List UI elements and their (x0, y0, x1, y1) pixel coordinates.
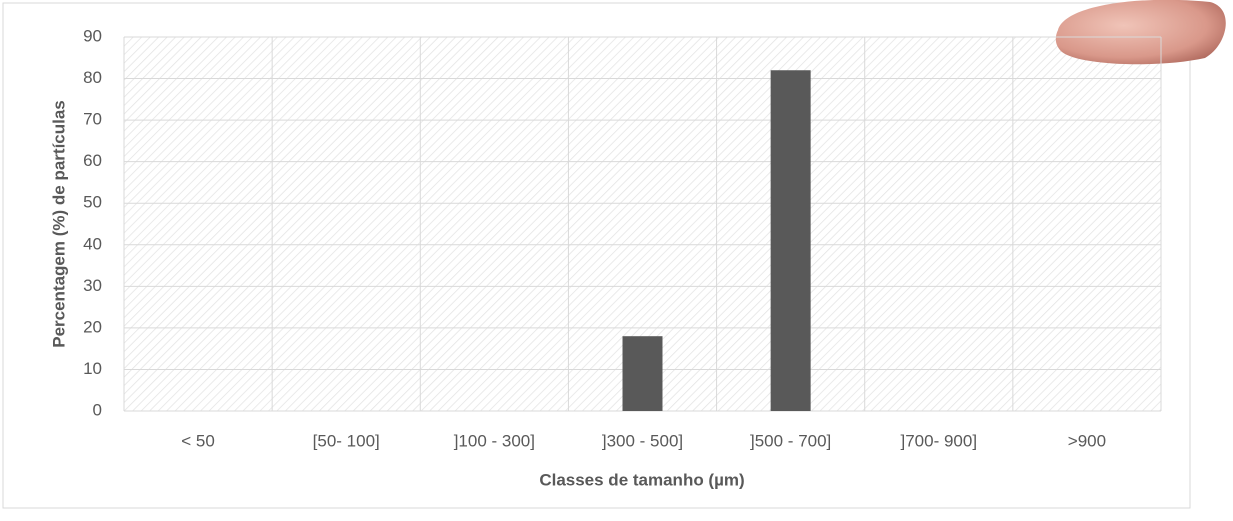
x-tick-label: ]100 - 300] (454, 431, 535, 450)
y-tick-label: 50 (83, 193, 102, 212)
x-tick-label: ]300 - 500] (602, 431, 683, 450)
y-tick-label: 70 (83, 110, 102, 129)
y-tick-label: 10 (83, 359, 102, 378)
x-tick-label: >900 (1068, 431, 1106, 450)
bar (771, 70, 811, 411)
x-tick-label: [50- 100] (313, 431, 380, 450)
y-tick-label: 0 (93, 400, 102, 419)
bar (623, 336, 663, 411)
x-tick-label: ]700- 900] (901, 431, 978, 450)
y-tick-label: 40 (83, 234, 102, 253)
y-tick-label: 80 (83, 68, 102, 87)
y-axis-title: Percentagem (%) de partículas (49, 100, 68, 348)
x-axis-title: Classes de tamanho (µm) (539, 470, 744, 489)
y-tick-label: 20 (83, 317, 102, 336)
y-tick-label: 90 (83, 26, 102, 45)
y-tick-label: 30 (83, 276, 102, 295)
chart: Classes de tamanho (µm) Percentagem (%) … (0, 0, 1233, 521)
x-tick-label: < 50 (181, 431, 215, 450)
x-tick-label: ]500 - 700] (750, 431, 831, 450)
y-tick-label: 60 (83, 151, 102, 170)
